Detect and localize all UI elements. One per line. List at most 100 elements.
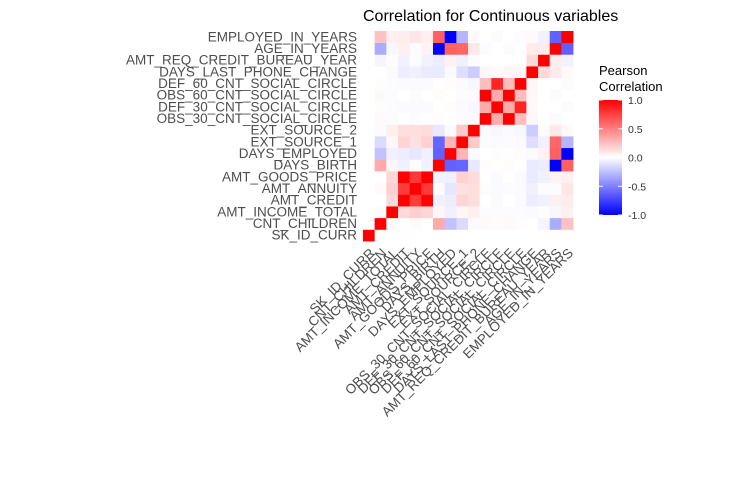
heatmap-cell xyxy=(363,194,376,207)
heatmap-cell xyxy=(456,229,469,242)
heatmap-cell xyxy=(374,31,387,44)
heatmap-cell xyxy=(456,136,469,149)
heatmap-cell xyxy=(409,171,422,184)
heatmap-cell xyxy=(538,171,551,184)
heatmap-cell xyxy=(409,31,422,44)
heatmap-cell xyxy=(398,42,411,55)
heatmap-cell xyxy=(398,112,411,125)
heatmap-cell xyxy=(538,182,551,195)
heatmap-cell xyxy=(491,42,504,55)
heatmap-cell xyxy=(503,31,516,44)
heatmap-cell xyxy=(433,159,446,172)
heatmap-cell xyxy=(444,112,457,125)
y-tick-label: OBS_60_CNT_SOCIAL_CIRCLE xyxy=(157,88,357,103)
heatmap-cell xyxy=(444,42,457,55)
legend-tick-label: -1.0 xyxy=(628,210,646,222)
heatmap-cell xyxy=(386,206,399,219)
heatmap-cell xyxy=(409,66,422,79)
heatmap-cell xyxy=(409,147,422,160)
legend-title-line-1: Pearson xyxy=(599,63,647,78)
heatmap-cell xyxy=(421,89,434,102)
heatmap-cell xyxy=(526,217,539,230)
heatmap-cell xyxy=(561,194,574,207)
heatmap-cell xyxy=(374,112,387,125)
heatmap-cell xyxy=(456,159,469,172)
heatmap-cell xyxy=(456,89,469,102)
heatmap-cell xyxy=(538,217,551,230)
heatmap-cell xyxy=(468,136,481,149)
heatmap-cell xyxy=(561,77,574,90)
heatmap-cell xyxy=(421,171,434,184)
heatmap-cell xyxy=(491,101,504,114)
heatmap-cell xyxy=(468,206,481,219)
heatmap-cell xyxy=(444,159,457,172)
heatmap-cell xyxy=(479,77,492,90)
heatmap-cell xyxy=(526,54,539,67)
heatmap-cell xyxy=(398,194,411,207)
heatmap-cell xyxy=(421,77,434,90)
heatmap-cell xyxy=(456,217,469,230)
heatmap-cell xyxy=(421,182,434,195)
heatmap-cell xyxy=(479,66,492,79)
heatmap-cell xyxy=(491,89,504,102)
heatmap-cell xyxy=(514,206,527,219)
heatmap-cell xyxy=(538,229,551,242)
heatmap-cell xyxy=(503,194,516,207)
heatmap-cell xyxy=(479,89,492,102)
heatmap-cell xyxy=(468,194,481,207)
y-tick-label: OBS_30_CNT_SOCIAL_CIRCLE xyxy=(157,111,357,126)
heatmap-cell xyxy=(491,54,504,67)
heatmap-cell xyxy=(374,171,387,184)
heatmap-cell xyxy=(491,159,504,172)
heatmap-cell xyxy=(526,229,539,242)
heatmap-cell xyxy=(538,54,551,67)
heatmap-cell xyxy=(421,217,434,230)
heatmap-cell xyxy=(444,77,457,90)
heatmap-cell xyxy=(514,124,527,137)
heatmap-cell xyxy=(386,101,399,114)
heatmap-cell xyxy=(526,77,539,90)
heatmap-cell xyxy=(374,229,387,242)
heatmap-cell xyxy=(386,31,399,44)
heatmap-cell xyxy=(503,171,516,184)
heatmap-cell xyxy=(421,147,434,160)
heatmap-cell xyxy=(444,171,457,184)
heatmap-cell xyxy=(468,217,481,230)
heatmap-cell xyxy=(409,182,422,195)
heatmap-cell xyxy=(549,229,562,242)
heatmap-cell xyxy=(561,31,574,44)
heatmap-cell xyxy=(503,147,516,160)
heatmap-cell xyxy=(514,77,527,90)
heatmap-cell xyxy=(514,66,527,79)
heatmap-cell xyxy=(363,182,376,195)
heatmap-cell xyxy=(549,66,562,79)
heatmap-cell xyxy=(491,112,504,125)
heatmap-cell xyxy=(549,31,562,44)
heatmap-cell xyxy=(538,206,551,219)
heatmap-cell xyxy=(526,182,539,195)
heatmap-cell xyxy=(409,217,422,230)
heatmap-cell xyxy=(479,171,492,184)
heatmap-cell xyxy=(526,147,539,160)
heatmap-cell xyxy=(549,159,562,172)
heatmap-cell xyxy=(433,77,446,90)
heatmap-cell xyxy=(514,217,527,230)
heatmap-cell xyxy=(444,66,457,79)
heatmap-cell xyxy=(374,206,387,219)
heatmap-cell xyxy=(468,124,481,137)
x-axis-tick-labels: SK_ID_CURRCNT_CHILDRENAMT_INCOME_TOTALAM… xyxy=(292,245,576,419)
heatmap-cell xyxy=(386,66,399,79)
legend-tick-label: 0.0 xyxy=(628,153,643,165)
y-tick-label: AMT_REQ_CREDIT_BUREAU_YEAR xyxy=(126,53,357,68)
heatmap-cell xyxy=(433,54,446,67)
heatmap-cell xyxy=(479,159,492,172)
heatmap-cell xyxy=(538,66,551,79)
heatmap-cell xyxy=(538,77,551,90)
heatmap-cell xyxy=(479,194,492,207)
heatmap-cell xyxy=(491,194,504,207)
heatmap-cell xyxy=(456,101,469,114)
heatmap-cell xyxy=(421,66,434,79)
heatmap-cell xyxy=(444,89,457,102)
heatmap-cell xyxy=(409,229,422,242)
legend-tick-label: 1.0 xyxy=(628,95,643,107)
